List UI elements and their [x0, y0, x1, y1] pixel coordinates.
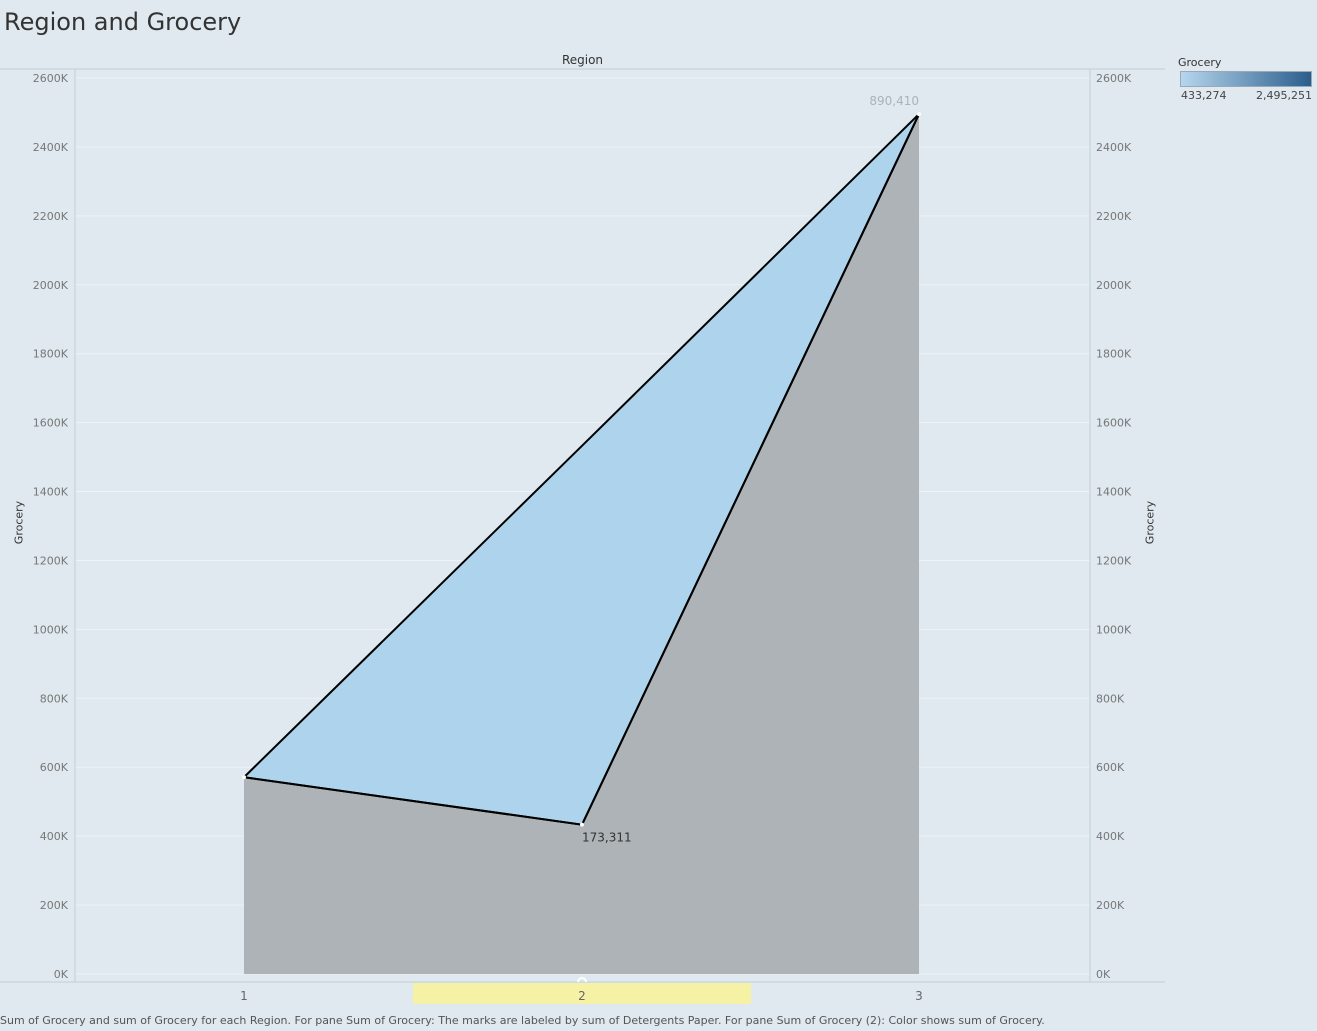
- data-point: [917, 112, 921, 117]
- y-tick-label-right: 1000K: [1096, 623, 1132, 636]
- legend-max-label: 2,495,251: [1256, 89, 1312, 102]
- y-tick-label-right: 2000K: [1096, 279, 1132, 292]
- x-tick-label: 3: [915, 989, 923, 1003]
- y-tick-label-left: 600K: [40, 761, 69, 774]
- page-title: Region and Grocery: [4, 8, 242, 36]
- y-tick-label-right: 1800K: [1096, 348, 1132, 361]
- y-tick-label-right: 200K: [1096, 899, 1125, 912]
- y-tick-label-right: 2600K: [1096, 72, 1132, 85]
- y-axis-right: 0K 200K 400K 600K 800K 1000K 1200K 1400K 1600K 18…: [1096, 72, 1132, 981]
- y-tick-label-right: 600K: [1096, 761, 1125, 774]
- y-tick-label-left: 1000K: [33, 623, 69, 636]
- legend-min-label: 433,274: [1181, 89, 1227, 102]
- x-tick-label: 2: [578, 989, 586, 1003]
- baseline-marker: [577, 977, 587, 983]
- y-tick-label-left: 2000K: [33, 279, 69, 292]
- y-tick-label-left: 1200K: [33, 554, 69, 567]
- y-tick-label-right: 1200K: [1096, 554, 1132, 567]
- y-tick-label-right: 2400K: [1096, 141, 1132, 154]
- y-axis-left: 0K 200K 400K 600K 800K 1000K 1200K 1400K 1600K 18…: [33, 72, 69, 981]
- chart-caption: Sum of Grocery and sum of Grocery for ea…: [0, 1014, 1045, 1027]
- area-series-grocery: [244, 114, 919, 974]
- y-tick-label-left: 800K: [40, 692, 69, 705]
- y-tick-label-left: 1600K: [33, 417, 69, 430]
- data-labels: 173,311 890,410: [582, 94, 919, 845]
- x-tick-label: 1: [240, 989, 248, 1003]
- column-header: Region: [561, 53, 604, 67]
- x-highlight: [413, 983, 751, 1004]
- y-tick-label-left: 2200K: [33, 210, 69, 223]
- legend-gradient-bar: [1180, 71, 1312, 87]
- y-tick-label-left: 2400K: [33, 141, 69, 154]
- y-tick-label-right: 1600K: [1096, 417, 1132, 430]
- y-tick-label-left: 0K: [54, 968, 69, 981]
- y-tick-label-left: 1400K: [33, 486, 69, 499]
- chart-frame: [0, 68, 1165, 983]
- x-category-highlight: [413, 983, 751, 1004]
- data-label: 173,311: [582, 831, 632, 845]
- y-tick-label-left: 1800K: [33, 348, 69, 361]
- x-axis: 1 2 3: [240, 989, 923, 1003]
- data-point: [242, 775, 246, 780]
- y-tick-label-left: 2600K: [33, 72, 69, 85]
- legend-title: Grocery: [1178, 56, 1222, 69]
- y-tick-label-right: 1400K: [1096, 486, 1132, 499]
- y-tick-label-right: 800K: [1096, 692, 1125, 705]
- y-tick-label-right: 400K: [1096, 830, 1125, 843]
- y-tick-label-right: 2200K: [1096, 210, 1132, 223]
- data-point: [580, 822, 584, 827]
- y-tick-label-right: 0K: [1096, 968, 1111, 981]
- y-tick-label-left: 400K: [40, 830, 69, 843]
- y-tick-label-left: 200K: [40, 899, 69, 912]
- chart-marks: [241, 112, 921, 983]
- data-label: 890,410: [869, 94, 919, 108]
- color-legend: Grocery 433,274 2,495,251: [1178, 56, 1314, 105]
